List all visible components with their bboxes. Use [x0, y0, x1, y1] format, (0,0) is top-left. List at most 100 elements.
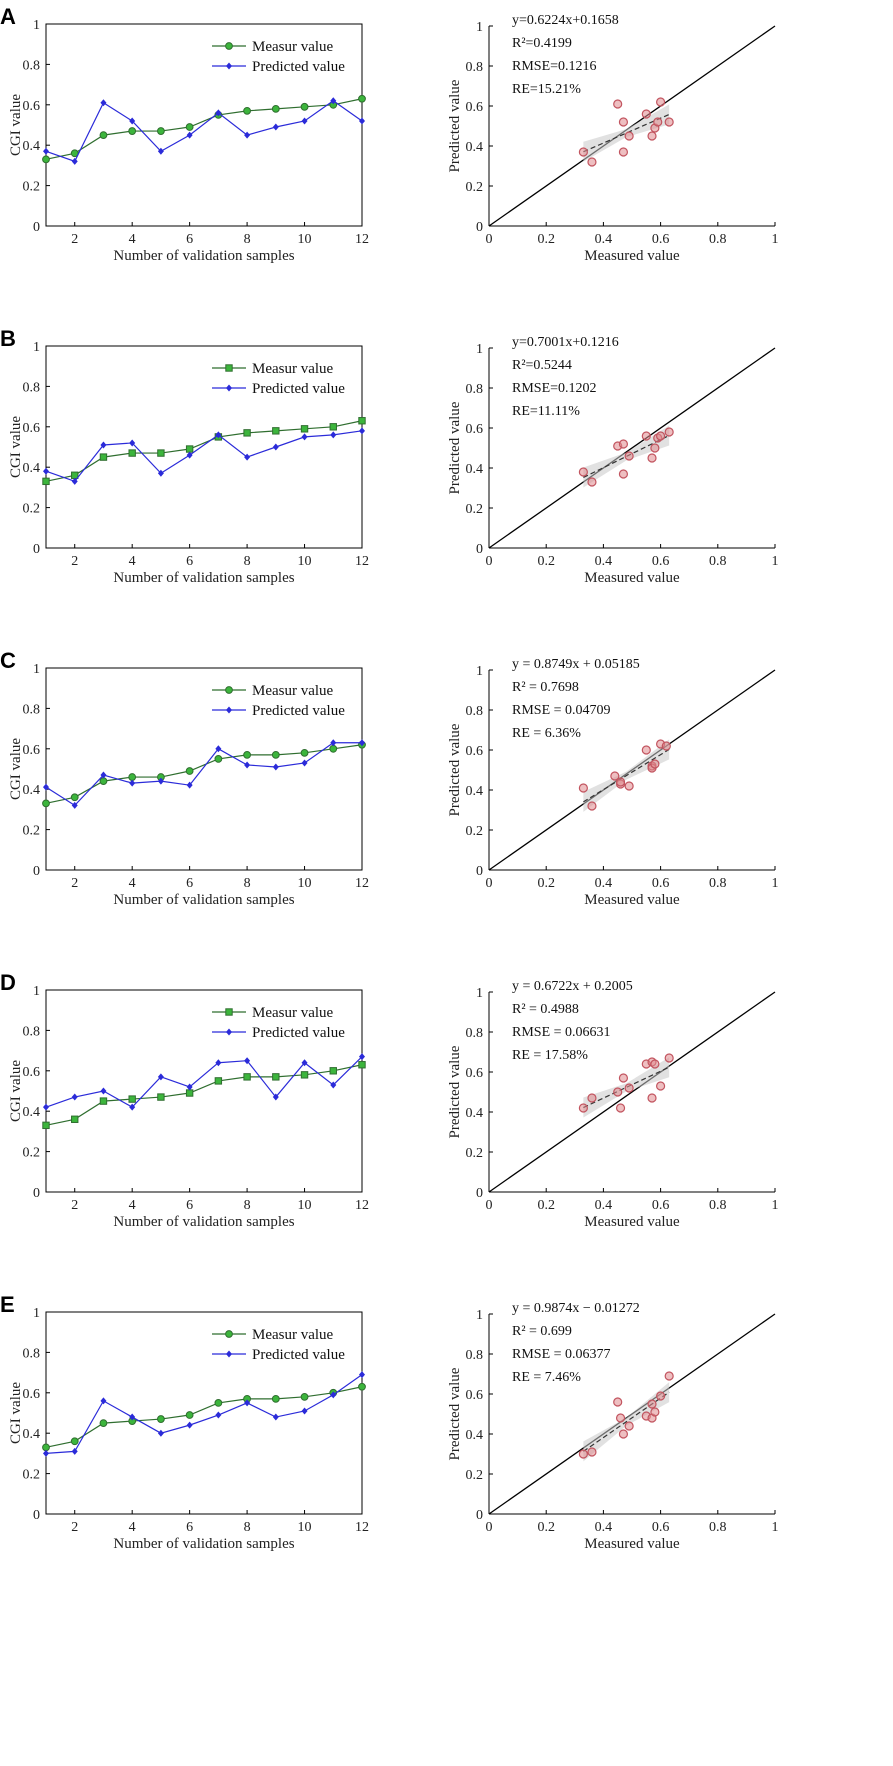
- y-tick-label: 1: [33, 340, 40, 355]
- scatter-point: [647, 1093, 657, 1103]
- predicted-point: [301, 1407, 308, 1415]
- measured-point: [99, 1419, 108, 1427]
- y-tick-label: 0.8: [466, 382, 484, 397]
- x-tick-label: 0: [486, 1520, 493, 1535]
- predicted-series-line: [45, 742, 362, 807]
- y-tick-label: 0.4: [466, 784, 484, 799]
- legend-entry: Predicted value: [252, 1025, 345, 1041]
- y-tick-label: 0.8: [23, 1346, 41, 1361]
- plot-frame: [45, 23, 363, 227]
- scatter-point: [624, 1421, 634, 1431]
- y-tick-label: 0.6: [23, 743, 41, 758]
- scatter-point: [624, 1083, 634, 1093]
- x-tick-label: 6: [186, 1198, 193, 1213]
- measured-point: [300, 425, 309, 433]
- scatter-point: [578, 1449, 588, 1459]
- scatter-point: [618, 1429, 629, 1439]
- y-tick-label: 0.2: [23, 1146, 41, 1161]
- plot-frame: [45, 989, 363, 1193]
- y-tick-label: 0.4: [23, 1427, 41, 1442]
- measured-point: [99, 453, 108, 461]
- scatter-point: [647, 453, 657, 463]
- y-tick-label: 0.8: [23, 380, 41, 395]
- predicted-point: [244, 1399, 251, 1407]
- x-tick-label: 10: [298, 554, 312, 569]
- predicted-point: [359, 427, 365, 435]
- panel-letter: D: [0, 970, 16, 995]
- y-tick-label: 0: [33, 1186, 40, 1201]
- y-tick-label: 0.4: [466, 1106, 484, 1121]
- x-tick-label: 4: [129, 554, 136, 569]
- measured-point: [271, 1394, 280, 1403]
- y-tick-label: 0.4: [23, 461, 41, 476]
- y-tick-label: 0.6: [466, 422, 484, 437]
- y-axis-label: CGI value: [8, 94, 24, 156]
- legend-marker: [226, 1350, 232, 1358]
- plot-frame: [45, 1311, 363, 1515]
- predicted-point: [330, 739, 337, 747]
- x-tick-label: 6: [186, 554, 193, 569]
- panel-letter: C: [0, 648, 16, 673]
- predicted-point: [272, 123, 279, 131]
- scatter-point: [587, 1447, 597, 1457]
- y-tick-label: 0.2: [23, 824, 41, 839]
- predicted-point: [43, 783, 49, 791]
- y-axis-label: CGI value: [8, 1382, 24, 1444]
- x-tick-label: 0.8: [709, 1520, 727, 1535]
- scatter-chart: 0 0.2 0.4 0.6 0.8 1 0 0.2 0.4 0.6 0.8 1 Measured val…: [447, 13, 779, 264]
- predicted-point: [43, 1103, 49, 1111]
- scatter-point: [610, 771, 620, 781]
- y-tick-label: 1: [476, 1308, 483, 1323]
- scatter-point: [664, 1053, 674, 1063]
- scatter-point: [655, 1081, 666, 1091]
- y-axis-label: CGI value: [8, 1060, 24, 1122]
- y-axis-label: Predicted value: [447, 401, 463, 494]
- x-axis-label: Number of validation samples: [113, 248, 294, 264]
- predicted-point: [43, 147, 49, 155]
- predicted-point: [129, 117, 136, 125]
- x-tick-label: 6: [186, 876, 193, 891]
- legend-marker: [225, 42, 233, 50]
- y-tick-label: 1: [33, 1306, 40, 1321]
- predicted-series-line: [45, 430, 363, 483]
- legend-marker: [226, 1028, 232, 1036]
- y-tick-label: 0.4: [23, 1105, 41, 1120]
- measured-point: [157, 1093, 165, 1101]
- y-tick-label: 0.8: [23, 58, 41, 73]
- y-tick-label: 0.2: [23, 502, 41, 517]
- y-tick-label: 0.8: [466, 60, 484, 75]
- stat-annotation: RE = 6.36%: [512, 726, 581, 741]
- x-tick-label: 0.6: [652, 232, 670, 247]
- measured-point: [243, 429, 251, 437]
- scatter-point: [618, 439, 629, 449]
- x-axis-label: Measured value: [584, 1214, 680, 1230]
- y-tick-label: 1: [476, 664, 483, 679]
- x-tick-label: 2: [71, 876, 78, 891]
- x-axis-label: Number of validation samples: [113, 1536, 294, 1552]
- scatter-point: [618, 469, 629, 479]
- legend-entry: Measur value: [252, 39, 334, 55]
- scatter-point: [618, 117, 629, 127]
- predicted-point: [215, 431, 222, 439]
- measured-point: [358, 1061, 366, 1069]
- predicted-point: [215, 745, 222, 753]
- scatter-point: [624, 781, 634, 791]
- predicted-point: [71, 1093, 78, 1101]
- predicted-point: [215, 1411, 222, 1419]
- stat-annotation: RMSE = 0.04709: [512, 703, 611, 718]
- y-tick-label: 0.2: [466, 1146, 484, 1161]
- measured-point: [243, 750, 251, 759]
- x-tick-label: 0.2: [537, 1520, 555, 1535]
- y-tick-label: 0.2: [466, 824, 484, 839]
- x-tick-label: 4: [129, 1520, 136, 1535]
- x-tick-label: 0.6: [652, 1198, 670, 1213]
- predicted-point: [100, 441, 107, 449]
- plot-frame: [45, 667, 363, 871]
- measured-point: [272, 427, 280, 435]
- scatter-point: [655, 431, 666, 441]
